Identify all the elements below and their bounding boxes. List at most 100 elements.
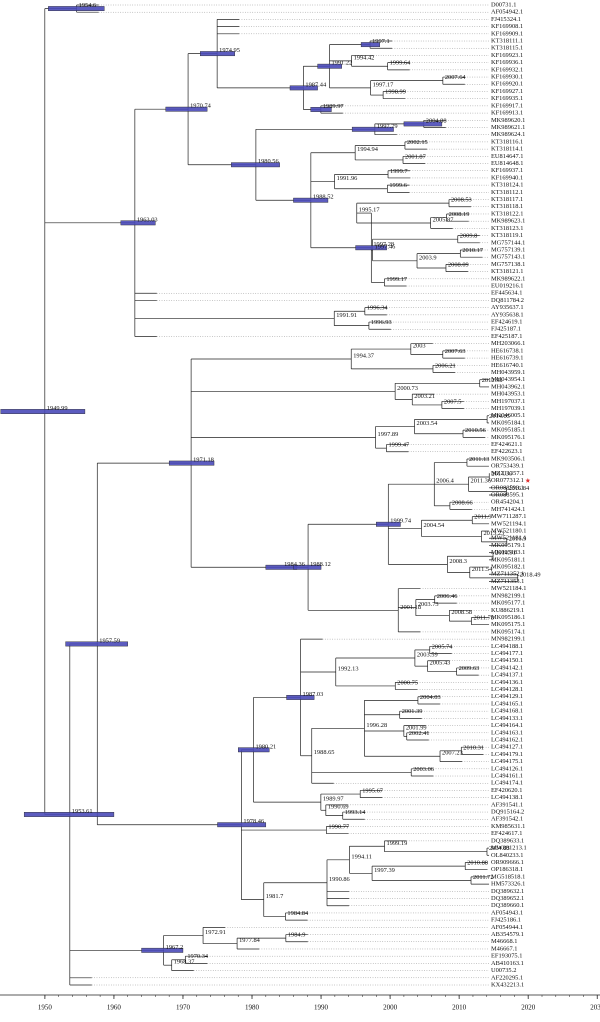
leaf-label: LC494162.1 [491,736,523,743]
node-date: 2011.13 [469,456,490,463]
leaf-label: LC494136.1 [491,679,523,686]
leaf-label: KT318124.1 [491,182,523,189]
node-date: 2011.72 [473,874,494,881]
leaf-label: MK989620.1 [491,117,525,124]
node-date: 2005.87 [433,216,455,223]
leaf-label: MH043959.1 [491,369,525,376]
node-date: 2000.75 [397,679,418,686]
leaf-label: MW711287.1 [491,513,526,520]
leaf-label: OR088595.1 [491,491,524,498]
node-date: 2005.43 [430,660,451,667]
leaf-label: OP186318.1 [491,866,523,873]
node-date: 1978.46 [243,818,264,825]
hpd-bar [376,521,401,527]
node-date: 1990.77 [328,824,350,831]
leaf-label: MZ711352.1 [491,571,524,578]
node-date: 1991.22 [331,60,352,67]
node-date: 1971.18 [193,457,214,464]
leaf-label: KT318114.1 [491,146,523,153]
node-date: 1994.42 [354,54,375,61]
leaf-label: MN982199.1 [491,592,525,599]
node-date: 1997.17 [373,81,395,88]
leaf-label: MG757144.1 [491,239,525,246]
leaf-label: LC494126.1 [491,765,523,772]
leaf-label: MK989623.1 [491,218,525,225]
leaf-label: MK095181.1 [491,556,525,563]
node-date: 2006.21 [435,362,456,369]
leaf-label: KF169932.1 [491,66,523,73]
node-date: 2008.09 [448,261,469,268]
node-date: 2004.03 [420,694,441,701]
node-date: 1997.89 [378,431,399,438]
leaf-label: LC494175.1 [491,758,523,765]
leaf-label: MH043953.1 [491,391,525,398]
leaf-label: LC494164.1 [491,722,523,729]
node-date: 2008.3 [449,558,467,565]
leaf-label: LC494163.1 [491,729,523,736]
leaf-label: LC494161.1 [491,772,523,779]
hpd-bar [23,812,115,817]
node-date: 1999.64 [390,60,412,67]
leaf-label: MH197039.1 [491,405,525,412]
leaf-label: KT318118.1 [491,203,523,210]
node-date: 1954.6 [79,2,97,9]
leaf-label: MK095186.1 [491,614,525,621]
leaf-label: DQ389633.1 [491,837,524,844]
hpd-bar [351,126,394,132]
node-date: 1991.91 [336,312,357,319]
node-date: 1967.2 [166,944,184,951]
leaf-label: KF169930.1 [491,74,523,81]
node-date: 2013.23 [483,530,504,537]
node-date: 1989.97 [323,796,345,803]
node-date: 1970.34 [187,953,209,960]
leaf-label: MW521194.1 [491,520,526,527]
node-date: 1984.84 [287,910,309,917]
node-date: 1980.21 [255,743,276,750]
leaf-label: DQ389632.1 [491,888,524,895]
leaf-label: KT318111.1 [491,37,523,44]
node-date: 1980.56 [258,158,279,165]
leaf-label: KT318123.1 [491,225,523,232]
leaf-label: OR753439.1 [491,463,524,470]
node-date: 2001.39 [402,708,423,715]
node-date: 2014.91 [495,550,516,557]
node-date: 2010.56 [465,427,486,434]
leaf-label: HE616739.1 [491,355,523,362]
node-date: 2008.66 [452,499,473,506]
hpd-bar [165,106,208,112]
node-date: 2014.03 [489,845,510,852]
leaf-label: AB354579.1 [491,931,524,938]
hpd-bar [317,63,342,69]
node-date: 2008.19 [449,211,470,218]
leaf-label: EF445634.1 [491,290,522,297]
node-date: 1999.47 [388,442,410,449]
x-tick-label: 1970 [176,1004,191,1012]
leaf-label: HE616738.1 [491,347,523,354]
node-date: 2002.15 [407,139,428,146]
node-date: 1953.61 [72,808,93,815]
node-date: 2010.88 [467,860,488,867]
node-date: 2016.9 [509,535,527,542]
leaf-label: LC494127.1 [491,744,523,751]
node-date: 2003.06 [413,766,434,773]
leaf-label: MG518518.1 [491,873,525,880]
leaf-label: LC494188.1 [491,643,523,650]
leaf-label: KF169935.1 [491,95,523,102]
node-date: 1990.69 [328,804,349,811]
hpd-bar [200,51,235,57]
leaf-label: FJ425187.1 [491,326,521,333]
leaf-label: MH197037.1 [491,398,525,405]
node-date: 2003.59 [417,652,438,659]
leaf-label: MG757143.1 [491,254,525,261]
leaf-label: MK989624.1 [491,131,525,138]
leaf-label: EU019216.1 [491,282,523,289]
leaf-label: AB410163.1 [491,960,524,967]
node-date: 1963.03 [137,216,158,223]
node-date: 1999.17 [386,276,408,283]
leaf-label: LC494174.1 [491,780,523,787]
leaf-label: DQ915164.2 [491,809,524,816]
hpd-bars [0,6,443,953]
node-date: 2004.88 [426,117,447,124]
leaf-label: MZ711353.1 [491,578,524,585]
leaf-label: EF424621.1 [491,441,522,448]
